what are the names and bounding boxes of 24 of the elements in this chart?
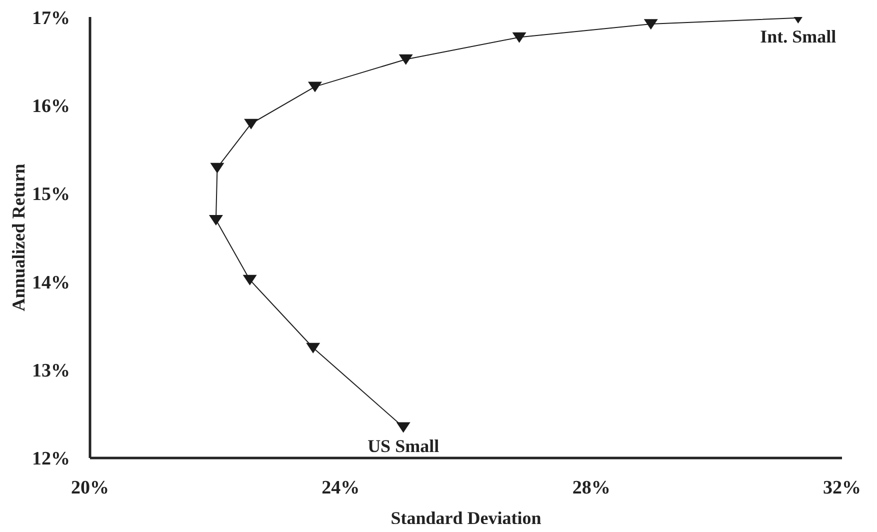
y-tick-label: 17%: [32, 8, 70, 29]
point: [396, 422, 410, 433]
y-tick-label: 16%: [32, 96, 70, 117]
point: [306, 342, 320, 354]
annotation: Int. Small: [760, 26, 836, 47]
x-tick-label: 24%: [322, 477, 360, 498]
point: [242, 274, 257, 286]
y-tick-label: 13%: [32, 360, 70, 382]
point: [512, 32, 526, 43]
point: [208, 214, 223, 226]
y-tick-label: 14%: [32, 272, 70, 294]
y-tick-label: 12%: [32, 448, 70, 470]
x-tick-label: 32%: [823, 477, 861, 498]
point: [644, 19, 658, 30]
point: [210, 162, 224, 174]
point: [398, 54, 413, 65]
x-tick-label: 20%: [71, 477, 109, 498]
point: [308, 82, 322, 92]
y-axis-title: Annualized Return: [8, 164, 28, 312]
x-axis-title: Standard Deviation: [390, 508, 542, 528]
point: [244, 118, 258, 130]
x-tick-label: 28%: [572, 477, 610, 498]
y-tick-label: 15%: [32, 184, 70, 206]
annotation: US Small: [368, 436, 440, 456]
